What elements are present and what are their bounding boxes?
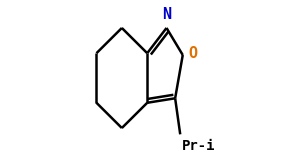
Text: N: N bbox=[162, 7, 171, 22]
Text: O: O bbox=[188, 46, 197, 61]
Text: Pr-i: Pr-i bbox=[182, 139, 215, 153]
